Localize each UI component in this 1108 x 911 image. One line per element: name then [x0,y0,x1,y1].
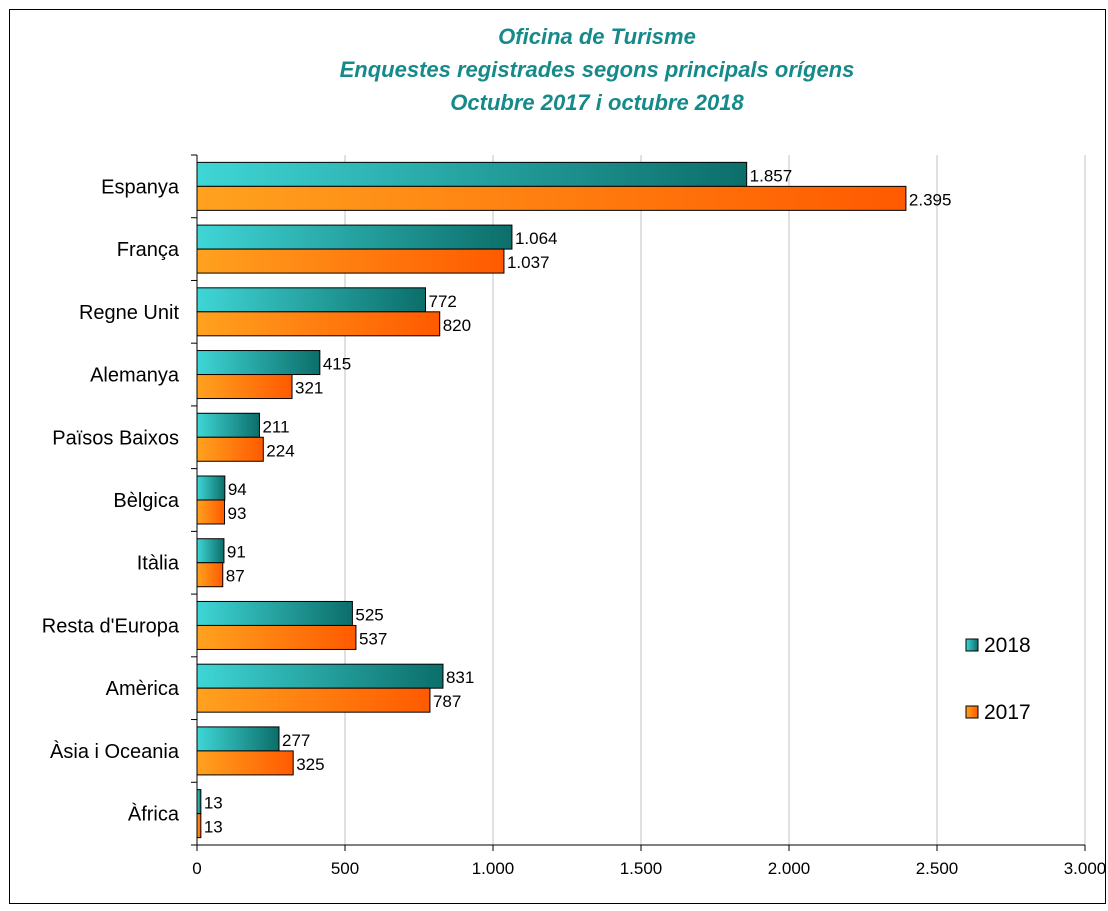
data-label-2018: 772 [429,292,457,311]
data-label-2017: 321 [295,379,323,398]
bar-2017 [196,750,294,776]
chart-title: Oficina de Turisme Enquestes registrades… [340,24,855,115]
bar-2018 [196,538,225,564]
data-label-2017: 2.395 [909,190,952,209]
category-label: Regne Unit [79,302,180,324]
data-label-2018: 13 [204,794,223,813]
bar-2018 [196,412,260,438]
chart-title-line-2: Enquestes registrades segons principals … [340,57,855,82]
data-label-2018: 211 [262,417,289,436]
x-tick-label: 2.000 [768,859,811,878]
data-label-2017: 787 [433,692,461,711]
data-label-2017: 537 [359,629,387,648]
chart-title-line-1: Oficina de Turisme [498,24,696,49]
data-label-2018: 415 [323,355,351,374]
bar-2017 [196,311,441,337]
x-tick-label: 3.000 [1064,859,1107,878]
data-label-2017: 93 [228,504,247,523]
data-label-2017: 224 [266,441,294,460]
category-label: Resta d'Europa [42,615,180,637]
bar-2018 [196,161,748,187]
bar-2017 [196,687,431,713]
bar-2018 [196,600,353,626]
x-tick-label: 1.000 [472,859,515,878]
data-label-2018: 1.064 [515,229,558,248]
category-label: Àsia i Oceania [50,740,180,763]
data-label-2018: 525 [355,605,383,624]
data-label-2018: 277 [282,731,310,750]
data-label-2018: 831 [446,668,474,687]
bar-2018 [196,475,226,501]
category-label: Amèrica [106,678,180,700]
data-label-2017: 13 [204,818,223,837]
legend-swatch-2017 [965,705,979,719]
category-label: Alemanya [90,365,180,387]
bar-2018 [196,287,427,313]
bar-2017 [196,248,505,274]
data-label-2017: 87 [226,567,245,586]
legend-label-2018: 2018 [984,634,1031,657]
bar-2017 [196,562,224,588]
x-tick-label: 2.500 [916,859,959,878]
bar-2017 [196,813,202,839]
category-label: Itàlia [137,553,180,575]
category-label: Països Baixos [52,427,179,449]
data-label-2017: 820 [443,316,471,335]
bar-2018 [196,789,202,815]
bar-2017 [196,374,293,400]
data-label-2017: 325 [296,755,324,774]
bar-2018 [196,663,444,689]
bar-2018 [196,726,280,752]
category-label: França [117,239,180,261]
bar-2018 [196,224,513,250]
data-label-2018: 94 [228,480,247,499]
data-label-2018: 91 [227,543,246,562]
bar-2017 [196,499,226,525]
x-tick-label: 0 [192,859,201,878]
legend: 2018 2017 [965,634,1031,724]
bar-2017 [196,624,357,650]
category-label: Àfrica [128,803,180,826]
category-label: Bèlgica [113,490,179,512]
x-tick-label: 1.500 [620,859,663,878]
data-label-2017: 1.037 [507,253,550,272]
bar-2018 [196,350,321,376]
data-label-2018: 1.857 [750,166,793,185]
plot-area: 0 500 1.000 1.500 2.000 2.500 3.000 Espanya 1.85… [42,154,1107,878]
legend-swatch-2018 [965,638,979,652]
x-tick-label: 500 [331,859,359,878]
legend-label-2017: 2017 [984,701,1031,724]
bar-2017 [196,436,264,462]
chart-title-line-3: Octubre 2017 i octubre 2018 [450,90,744,115]
bar-2017 [196,185,907,211]
category-label: Espanya [101,176,180,198]
